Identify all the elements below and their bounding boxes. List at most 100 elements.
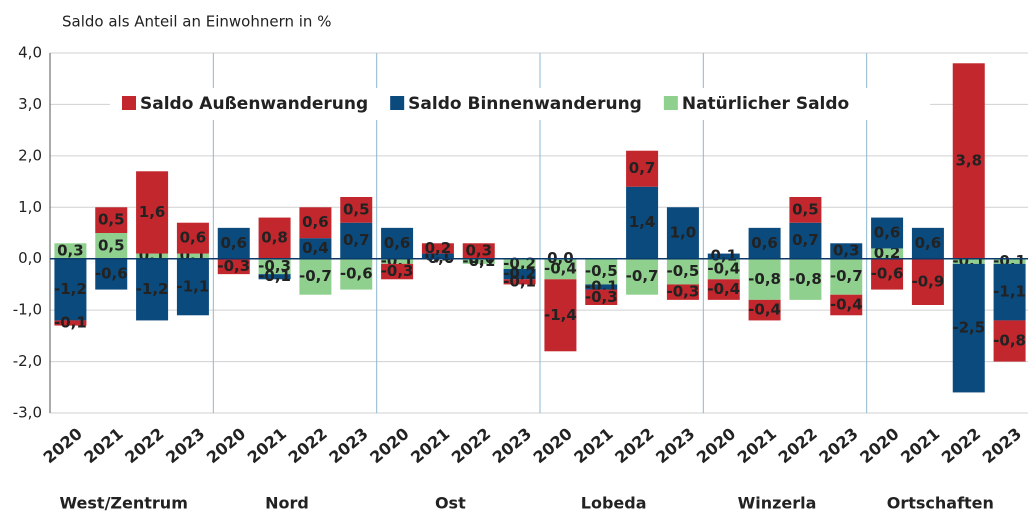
x-tick-label: 2020 [203,424,249,467]
bar-segment [95,233,128,259]
data-label: -0,8 [993,332,1026,350]
group-label: Ost [435,494,466,513]
x-tick-label: 2022 [121,424,167,467]
bar-segment [217,227,250,259]
bar-segment [217,258,250,275]
data-label: -1,4 [544,306,577,324]
data-label: -0,6 [340,265,373,283]
data-label: -0,2 [503,265,536,283]
bar-segment [176,253,209,259]
bar-segment [666,258,699,285]
data-label: 3,8 [955,152,982,170]
legend-label: Natürlicher Saldo [682,94,849,114]
data-label: -0,7 [299,267,332,285]
data-label: 0,1 [710,247,737,265]
x-tick-label: 2023 [979,424,1025,467]
bar-segment [789,197,822,223]
bar-segment [381,227,414,259]
data-label: -0,4 [748,301,781,319]
bar-segment [830,258,863,295]
bar-segment [340,222,373,259]
bar-segment [993,258,1026,264]
legend-box [110,88,930,120]
bar-segment [54,320,87,326]
data-label: -0,3 [258,257,291,275]
bar-segment [748,227,781,259]
data-label: 0,6 [751,234,778,252]
data-label: -0,4 [544,260,577,278]
x-tick-label: 2022 [285,424,331,467]
bar-segment [299,238,332,259]
data-label: -0,4 [707,260,740,278]
data-label: -0,8 [748,270,781,288]
bar-segment [707,253,740,259]
bar-segment [340,258,373,290]
bar-segment [993,320,1026,362]
data-label: 1,0 [670,224,697,242]
legend-swatch [390,96,405,110]
chart-subtitle: Saldo als Anteil an Einwohnern in % [62,13,331,31]
data-label: -0,3 [217,257,250,275]
data-label: 0,6 [384,234,411,252]
bar-segment [421,253,454,259]
data-label: -0,1 [54,314,87,332]
bar-segment [666,284,699,300]
bar-segment [871,217,904,249]
bar-segment [626,258,659,295]
bar-segment [748,258,781,300]
bar-segment [830,294,863,316]
group-label: Ortschaften [887,494,994,513]
data-label: 0,3 [833,242,860,260]
x-tick-label: 2023 [489,424,535,467]
data-label: -0,6 [871,265,904,283]
bar-segment [789,222,822,259]
bar-segment [871,258,904,290]
data-label: -0,5 [667,262,700,280]
data-label: 0,6 [220,234,247,252]
data-label: 0,7 [792,231,819,249]
x-tick-label: 2022 [775,424,821,467]
x-tick-label: 2021 [407,424,453,467]
data-label: 0,7 [629,159,656,177]
group-label: Lobeda [581,494,647,513]
data-label: 0,5 [98,236,125,254]
y-tick-label: 2,0 [18,146,42,164]
bar-segment [871,248,904,259]
data-label: -0,8 [789,270,822,288]
bar-segment [952,263,985,393]
data-label: 0,7 [343,231,370,249]
y-tick-label: 4,0 [18,44,42,62]
data-label: 0,6 [180,229,207,247]
bar-segment [421,243,454,254]
data-label: -1,1 [177,278,210,296]
data-label: -0,3 [667,283,700,301]
x-tick-label: 2021 [244,424,290,467]
bar-segment [258,258,291,275]
data-label: -0,3 [585,288,618,306]
x-tick-label: 2022 [938,424,984,467]
data-label: 0,5 [343,200,370,218]
legend-swatch [663,96,678,110]
bar-segment [666,207,699,259]
y-tick-label: -3,0 [13,404,42,422]
bar-segment [54,243,87,259]
data-label: -0,1 [258,267,291,285]
bar-segment [176,222,209,254]
x-tick-label: 2020 [693,424,739,467]
bar-segment [176,258,209,316]
bar-segment [911,258,944,305]
data-label: 0,5 [98,211,125,229]
bar-segment [544,258,577,280]
data-label: -0,3 [381,262,414,280]
y-tick-label: 3,0 [18,95,42,113]
bar-segment [585,289,618,305]
x-tick-label: 2021 [897,424,943,467]
data-label: 0,6 [915,234,942,252]
x-tick-label: 2022 [611,424,657,467]
x-tick-label: 2020 [366,424,412,467]
data-label: -1,1 [993,283,1026,301]
data-label: 1,6 [139,203,166,221]
bar-segment [544,279,577,352]
bar-segment [95,207,128,233]
bar-segment [626,150,659,187]
